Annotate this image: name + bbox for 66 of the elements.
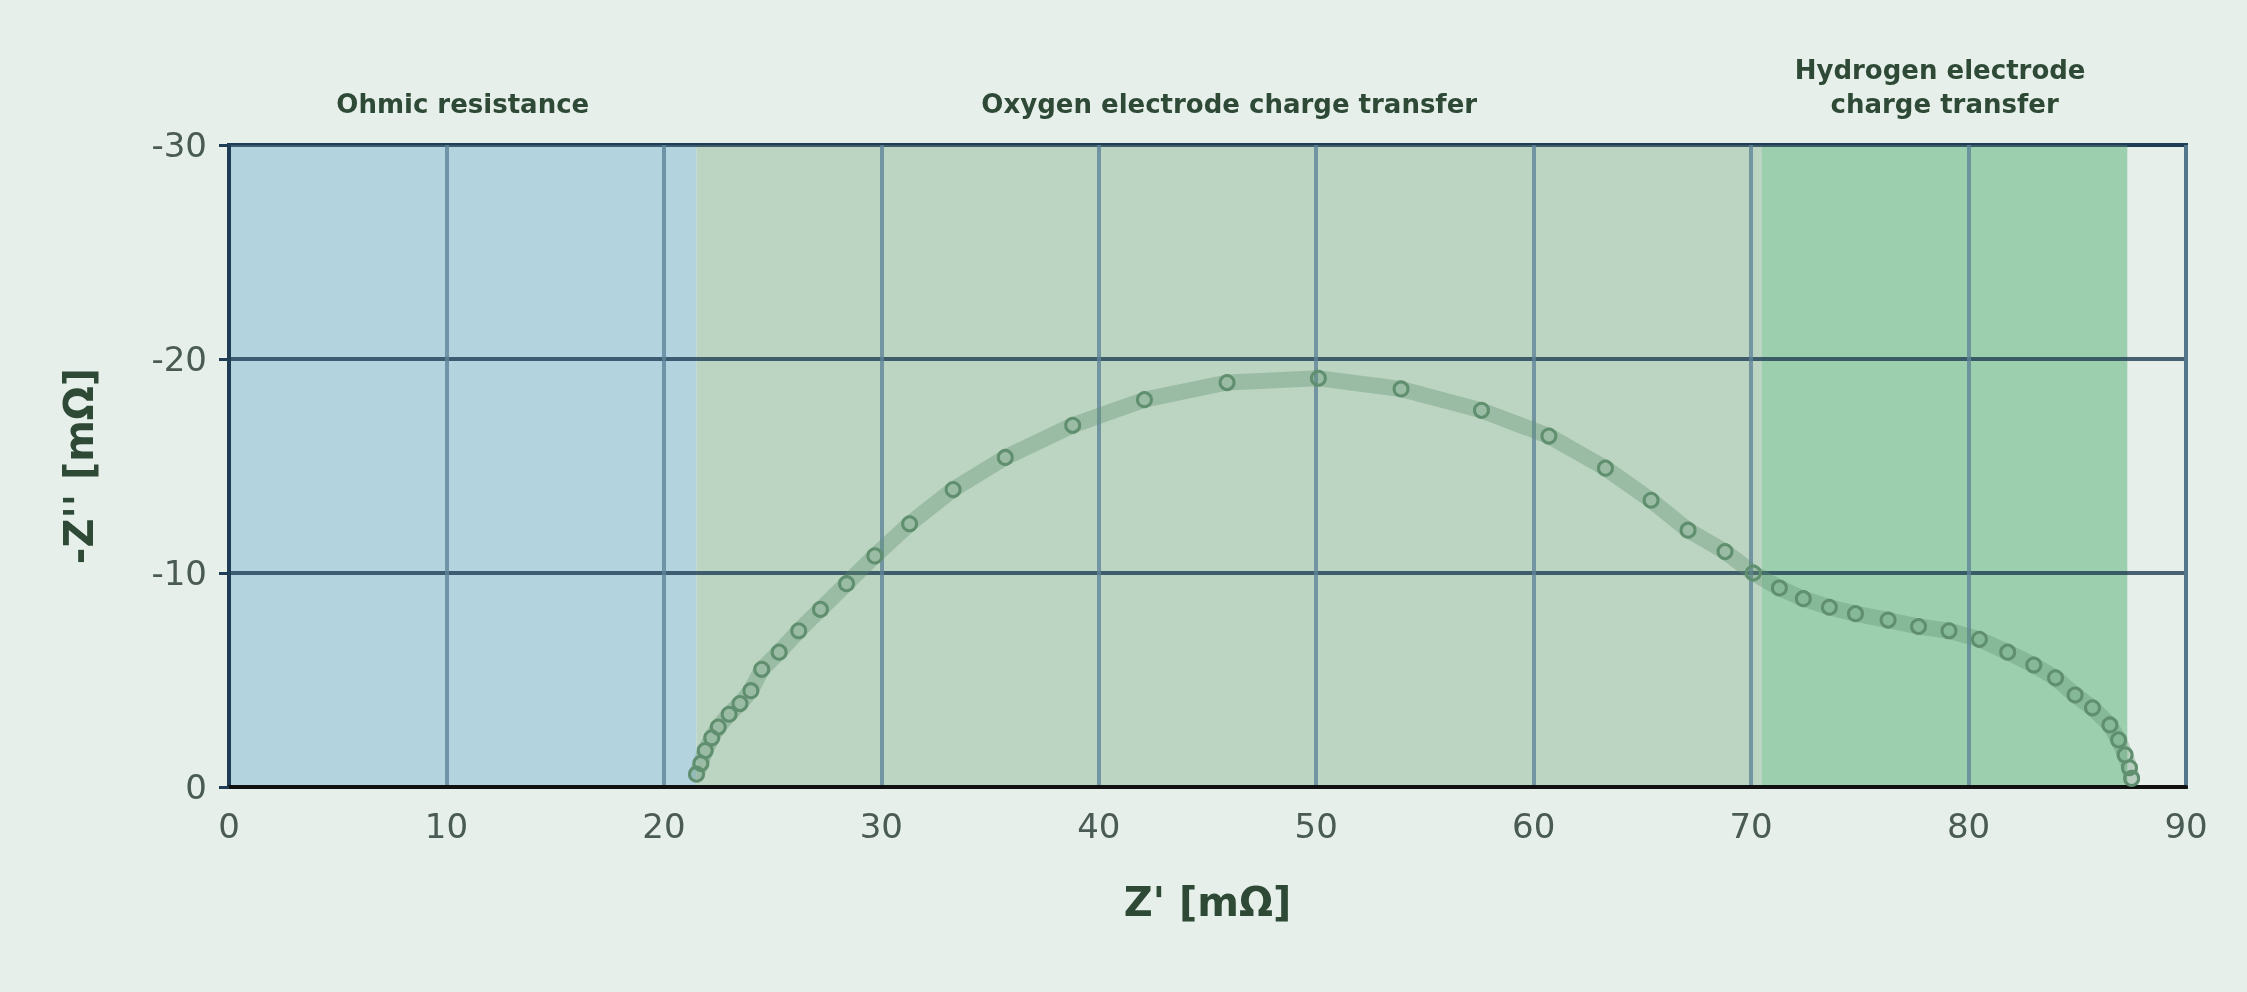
x-tick-label: 10 bbox=[424, 806, 469, 846]
point bbox=[866, 547, 884, 565]
point bbox=[1472, 401, 1490, 419]
point bbox=[2123, 769, 2141, 787]
point bbox=[753, 660, 771, 678]
point bbox=[811, 600, 829, 618]
x-tick-label: 60 bbox=[1512, 806, 1556, 846]
x-tick-label: 0 bbox=[218, 806, 240, 846]
point bbox=[1309, 369, 1327, 387]
point bbox=[901, 515, 919, 533]
point bbox=[2025, 656, 2043, 674]
point bbox=[1879, 611, 1897, 629]
point bbox=[2101, 716, 2119, 734]
y-tick-label: -10 bbox=[151, 553, 207, 593]
point bbox=[996, 448, 1014, 466]
point bbox=[1820, 598, 1838, 616]
x-tick-label: 40 bbox=[1077, 806, 1121, 846]
point bbox=[720, 705, 738, 723]
x-tick-label: 90 bbox=[2164, 806, 2208, 846]
point bbox=[1218, 374, 1236, 392]
band-label: Hydrogen electrode charge transfer bbox=[1794, 55, 2095, 119]
point bbox=[1596, 459, 1614, 477]
point bbox=[1970, 630, 1988, 648]
point bbox=[1679, 521, 1697, 539]
x-tick-label: 50 bbox=[1294, 806, 1338, 846]
point bbox=[790, 622, 808, 640]
point bbox=[1540, 427, 1558, 445]
point bbox=[709, 718, 727, 736]
point bbox=[696, 742, 714, 760]
point bbox=[1064, 416, 1082, 434]
point bbox=[1135, 391, 1153, 409]
point bbox=[1392, 380, 1410, 398]
x-tick-label: 80 bbox=[1946, 806, 1991, 846]
y-tick-label: -20 bbox=[151, 339, 207, 379]
point bbox=[944, 481, 962, 499]
point bbox=[2110, 731, 2128, 749]
point bbox=[2116, 746, 2134, 764]
x-tick-label: 20 bbox=[642, 806, 686, 846]
y-axis-title: -Z'' [mΩ] bbox=[56, 367, 102, 565]
x-axis-title: Z' [mΩ] bbox=[1123, 879, 1292, 925]
point bbox=[731, 695, 749, 713]
point bbox=[703, 729, 721, 747]
point bbox=[770, 643, 788, 661]
y-tick-label: 0 bbox=[185, 767, 207, 807]
point bbox=[2084, 699, 2101, 717]
point bbox=[2066, 686, 2084, 704]
band-label: Oxygen electrode charge transfer bbox=[981, 89, 1478, 119]
point bbox=[1770, 579, 1788, 597]
point bbox=[1642, 491, 1660, 509]
point bbox=[1999, 643, 2017, 661]
point bbox=[2120, 759, 2138, 777]
x-tick-label: 30 bbox=[859, 806, 903, 846]
point bbox=[1847, 605, 1864, 623]
point bbox=[838, 575, 856, 593]
point bbox=[1716, 543, 1734, 561]
point bbox=[1744, 564, 1762, 582]
point bbox=[1940, 622, 1958, 640]
point bbox=[742, 682, 760, 700]
point bbox=[692, 754, 710, 772]
y-tick-label: -30 bbox=[151, 125, 207, 165]
point bbox=[2047, 669, 2065, 687]
x-tick-label: 70 bbox=[1729, 806, 1773, 846]
point bbox=[1910, 618, 1928, 635]
band-label: Ohmic resistance bbox=[336, 89, 590, 119]
point bbox=[688, 765, 706, 783]
point bbox=[1794, 590, 1812, 608]
